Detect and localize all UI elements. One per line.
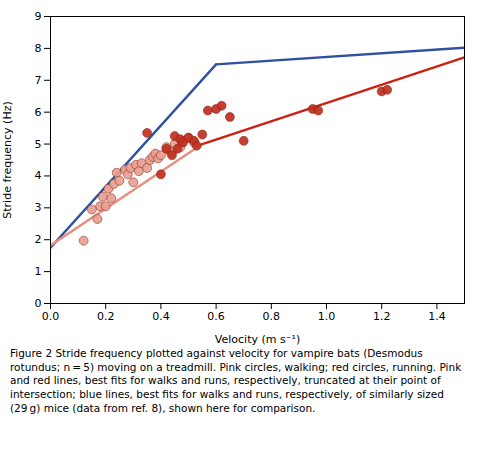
svg-text:9: 9: [35, 10, 42, 23]
svg-text:0.2: 0.2: [97, 310, 115, 323]
svg-text:Velocity (m s⁻¹): Velocity (m s⁻¹): [215, 333, 300, 346]
svg-text:0.6: 0.6: [207, 310, 225, 323]
svg-text:1.2: 1.2: [373, 310, 391, 323]
svg-text:1.4: 1.4: [428, 310, 446, 323]
svg-text:5: 5: [35, 138, 42, 151]
svg-text:4: 4: [35, 169, 42, 182]
svg-text:0.4: 0.4: [152, 310, 170, 323]
svg-text:6: 6: [35, 106, 42, 119]
svg-text:8: 8: [35, 42, 42, 55]
svg-text:7: 7: [35, 74, 42, 87]
svg-text:1.0: 1.0: [318, 310, 336, 323]
svg-text:3: 3: [35, 201, 42, 214]
html-text:Figure 2 Stride frequency plot: Figure 2 Stride frequency plotted agains…: [10, 347, 462, 414]
svg-text:Stride frequency (Hz): Stride frequency (Hz): [1, 101, 14, 218]
svg-text:2: 2: [35, 233, 42, 246]
svg-text:0.0: 0.0: [42, 310, 60, 323]
svg-text:1: 1: [35, 265, 42, 278]
svg-text:0: 0: [35, 297, 42, 310]
svg-text:0.8: 0.8: [263, 310, 281, 323]
